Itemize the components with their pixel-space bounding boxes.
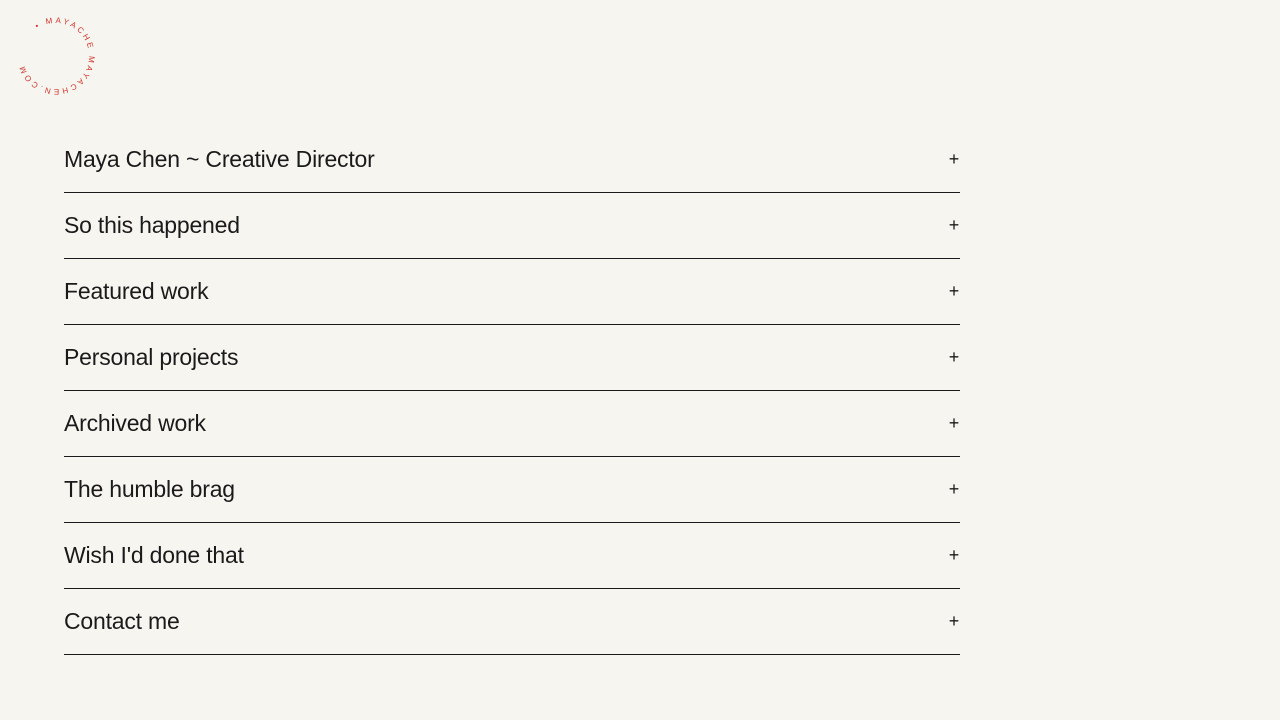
accordion-title: Contact me <box>64 608 180 634</box>
accordion-item-news[interactable]: So this happened + <box>64 193 960 259</box>
svg-text:• MAYACHE MAYACHEN.COM: • MAYACHE MAYACHEN.COM <box>16 16 96 96</box>
plus-icon[interactable]: + <box>948 149 960 169</box>
accordion-title: Archived work <box>64 410 206 436</box>
accordion-item-featured-work[interactable]: Featured work + <box>64 259 960 325</box>
accordion: Maya Chen ~ Creative Director + So this h… <box>64 127 960 655</box>
accordion-title: Featured work <box>64 278 209 304</box>
accordion-title: So this happened <box>64 212 240 238</box>
circular-logo: • MAYACHE MAYACHEN.COM <box>0 0 112 112</box>
accordion-item-personal-projects[interactable]: Personal projects + <box>64 325 960 391</box>
plus-icon[interactable]: + <box>948 215 960 235</box>
accordion-title: The humble brag <box>64 476 235 502</box>
plus-icon[interactable]: + <box>948 281 960 301</box>
logo-link[interactable]: • MAYACHE MAYACHEN.COM <box>0 0 112 112</box>
accordion-title: Maya Chen ~ Creative Director <box>64 146 375 172</box>
accordion-item-archived-work[interactable]: Archived work + <box>64 391 960 457</box>
accordion-title: Wish I'd done that <box>64 542 244 568</box>
accordion-item-humble-brag[interactable]: The humble brag + <box>64 457 960 523</box>
accordion-title: Personal projects <box>64 344 239 370</box>
plus-icon[interactable]: + <box>948 545 960 565</box>
plus-icon[interactable]: + <box>948 413 960 433</box>
plus-icon[interactable]: + <box>948 611 960 631</box>
accordion-item-about[interactable]: Maya Chen ~ Creative Director + <box>64 127 960 193</box>
plus-icon[interactable]: + <box>948 347 960 367</box>
accordion-item-wish-done[interactable]: Wish I'd done that + <box>64 523 960 589</box>
logo-text: • MAYACHE MAYACHEN.COM <box>0 0 112 112</box>
plus-icon[interactable]: + <box>948 479 960 499</box>
accordion-item-contact[interactable]: Contact me + <box>64 589 960 655</box>
